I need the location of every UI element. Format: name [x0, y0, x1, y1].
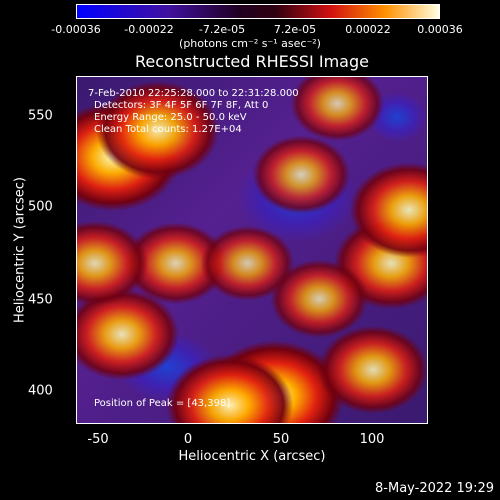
- y-tick-label: 500: [28, 199, 53, 215]
- hot-region: [165, 354, 294, 423]
- x-tick-label: -50: [87, 432, 109, 447]
- hot-region: [96, 80, 220, 180]
- y-tick-label: 400: [28, 383, 53, 399]
- y-axis-label: Heliocentric Y (arcsec): [12, 177, 28, 323]
- hot-region: [124, 222, 227, 305]
- colorbar-tick: -7.2e-05: [198, 23, 246, 36]
- hot-region: [252, 135, 351, 214]
- x-axis-label: Heliocentric X (arcsec): [178, 449, 326, 464]
- hot-region: [349, 162, 427, 258]
- plot-area: [76, 76, 428, 424]
- hot-region: [290, 77, 385, 142]
- annotation-peak: Position of Peak = [43,398]: [94, 398, 231, 409]
- hot-region: [270, 259, 369, 338]
- colorbar-tick: 7.2e-05: [273, 23, 317, 36]
- x-tick-label: 0: [183, 432, 193, 447]
- heatmap: [77, 77, 427, 423]
- x-tick-label: 50: [272, 432, 290, 447]
- hot-region: [77, 220, 149, 306]
- chart-title: Reconstructed RHESSI Image: [135, 52, 369, 71]
- annotation-energy: Energy Range: 25.0 - 50.0 keV: [94, 112, 247, 123]
- annotation-clean: Clean Total counts: 1.27E+04: [94, 124, 242, 135]
- colorbar-tick: -0.00036: [51, 23, 101, 36]
- colorbar-tick: -0.00022: [124, 23, 174, 36]
- footer-date: 8-May-2022 19:29: [375, 481, 494, 496]
- annotation-detectors: Detectors: 3F 4F 5F 6F 7F 8F, Att 0: [94, 100, 269, 111]
- hot-region: [77, 288, 180, 381]
- x-tick-label: 100: [359, 432, 385, 447]
- annotation-time: 7-Feb-2010 22:25:28.000 to 22:31:28.000: [88, 88, 299, 99]
- hot-region: [317, 325, 427, 414]
- colorbar-units-label: (photons cm⁻² s⁻¹ asec⁻²): [179, 37, 321, 50]
- colorbar-tick: 0.00022: [345, 23, 391, 36]
- y-tick-label: 450: [28, 292, 53, 308]
- colorbar: [76, 4, 440, 19]
- hot-region: [200, 225, 295, 301]
- y-tick-label: 550: [28, 108, 53, 124]
- colorbar-tick: 0.00036: [417, 23, 463, 36]
